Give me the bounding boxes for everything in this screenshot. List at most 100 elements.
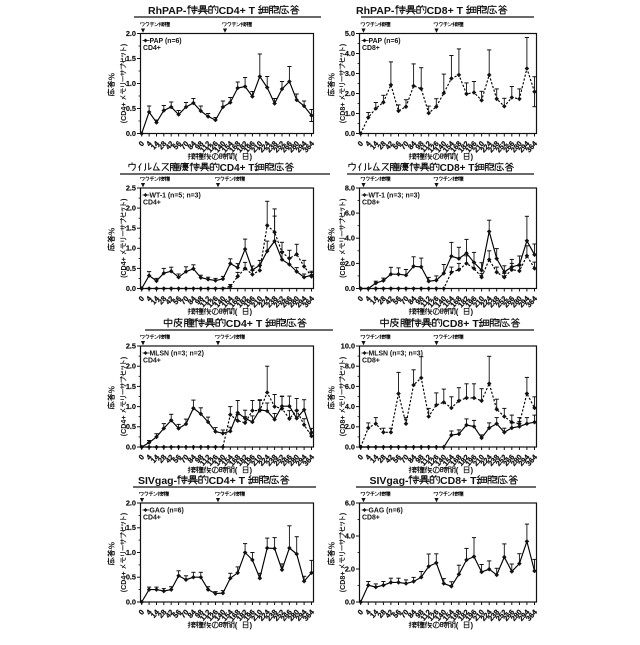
- svg-text:): ): [249, 153, 252, 162]
- svg-text:0.0: 0.0: [345, 129, 355, 138]
- svg-text:): ): [470, 308, 473, 317]
- svg-text:1.5: 1.5: [126, 224, 136, 233]
- svg-text:0: 0: [356, 608, 365, 617]
- svg-text:): ): [339, 512, 347, 515]
- svg-text:1.0: 1.0: [126, 402, 136, 411]
- svg-text:2.0: 2.0: [126, 498, 136, 507]
- svg-text:RhPAP-: RhPAP-: [356, 5, 395, 17]
- svg-text:0.0: 0.0: [126, 129, 136, 138]
- svg-text:0: 0: [356, 294, 365, 303]
- svg-text:6.0: 6.0: [345, 498, 355, 507]
- svg-text:(: (: [235, 308, 238, 317]
- svg-text:CD4+ T: CD4+ T: [219, 5, 256, 17]
- svg-text:(: (: [456, 153, 459, 162]
- svg-text:(CD8+: (CD8+: [339, 103, 347, 124]
- svg-text:(: (: [456, 308, 459, 317]
- svg-text:(CD4+: (CD4+: [120, 103, 128, 124]
- svg-text:): ): [470, 621, 473, 630]
- svg-text:SIVgag-: SIVgag-: [138, 475, 178, 487]
- svg-text:WT-1 (n=5; n=3): WT-1 (n=5; n=3): [150, 192, 201, 199]
- svg-text:): ): [339, 198, 347, 201]
- svg-text:2.0: 2.0: [345, 89, 355, 98]
- svg-text:0.0: 0.0: [345, 442, 355, 451]
- svg-text:CD4+ T: CD4+ T: [226, 318, 263, 330]
- svg-text:10.0: 10.0: [341, 341, 355, 350]
- svg-text:2.0: 2.0: [345, 564, 355, 573]
- svg-text:): ): [249, 621, 252, 630]
- svg-text:): ): [249, 466, 252, 475]
- svg-text:%: %: [327, 73, 336, 80]
- svg-text:CD4+: CD4+: [143, 358, 161, 365]
- svg-text:%: %: [107, 542, 116, 549]
- svg-text:1.5: 1.5: [126, 382, 136, 391]
- svg-text:2.0: 2.0: [345, 259, 355, 268]
- svg-text:4: 4: [144, 607, 154, 617]
- svg-text:4: 4: [144, 294, 154, 304]
- svg-text:): ): [339, 43, 347, 46]
- svg-text:CD4+ T: CD4+ T: [220, 163, 255, 174]
- svg-text:(CD8+: (CD8+: [339, 257, 347, 278]
- svg-text:3.0: 3.0: [345, 69, 355, 78]
- svg-text:): ): [249, 308, 252, 317]
- svg-text:2.0: 2.0: [126, 204, 136, 213]
- svg-text:2.5: 2.5: [126, 183, 136, 192]
- svg-text:CD8+ T: CD8+ T: [442, 318, 479, 330]
- svg-text:1.5: 1.5: [126, 523, 136, 532]
- svg-text:CD8+: CD8+: [362, 515, 380, 522]
- svg-text:0: 0: [137, 294, 146, 303]
- svg-text:1.5: 1.5: [126, 54, 136, 63]
- svg-text:(: (: [235, 621, 238, 630]
- svg-text:%: %: [327, 386, 336, 393]
- svg-text:CD8+: CD8+: [362, 45, 380, 52]
- svg-text:(: (: [235, 153, 238, 162]
- svg-text:(CD8+: (CD8+: [339, 416, 347, 437]
- svg-text:0.5: 0.5: [126, 422, 136, 431]
- svg-text:): ): [120, 512, 128, 515]
- svg-text:8.0: 8.0: [345, 362, 355, 371]
- svg-text:6.0: 6.0: [345, 382, 355, 391]
- svg-text:5.0: 5.0: [345, 29, 355, 38]
- svg-text:0.5: 0.5: [126, 264, 136, 273]
- svg-text:(CD4+: (CD4+: [120, 416, 128, 437]
- svg-text:): ): [470, 153, 473, 162]
- svg-text:0.0: 0.0: [126, 284, 136, 293]
- svg-text:SIVgag-: SIVgag-: [369, 475, 409, 487]
- svg-text:(CD8+: (CD8+: [339, 572, 347, 593]
- svg-text:6.0: 6.0: [345, 209, 355, 218]
- svg-text:2.0: 2.0: [126, 29, 136, 38]
- svg-text:0.0: 0.0: [126, 597, 136, 606]
- svg-text:1.0: 1.0: [126, 79, 136, 88]
- svg-text:0.5: 0.5: [126, 104, 136, 113]
- svg-text:WT-1 (n=3; n=3): WT-1 (n=3; n=3): [369, 192, 420, 199]
- svg-text:): ): [120, 198, 128, 201]
- svg-text:): ): [470, 466, 473, 475]
- svg-text:(: (: [456, 466, 459, 475]
- svg-text:0: 0: [137, 139, 146, 148]
- svg-text:2.0: 2.0: [126, 362, 136, 371]
- svg-text:%: %: [327, 228, 336, 235]
- svg-text:2.5: 2.5: [126, 341, 136, 350]
- svg-text:4: 4: [144, 139, 154, 149]
- svg-text:4: 4: [363, 607, 373, 617]
- svg-text:4: 4: [363, 452, 373, 462]
- svg-text:%: %: [107, 228, 116, 235]
- svg-text:MLSN (n=3; n=3): MLSN (n=3; n=3): [369, 350, 423, 357]
- svg-text:%: %: [327, 542, 336, 549]
- svg-text:): ): [120, 43, 128, 46]
- svg-text:%: %: [107, 386, 116, 393]
- svg-text:0: 0: [137, 453, 146, 462]
- svg-text:MLSN (n=3; n=2): MLSN (n=3; n=2): [150, 350, 204, 357]
- svg-text:%: %: [107, 73, 116, 80]
- svg-text:CD4+: CD4+: [143, 515, 161, 522]
- svg-text:1.0: 1.0: [126, 244, 136, 253]
- svg-text:1.0: 1.0: [345, 109, 355, 118]
- svg-text:CD8+: CD8+: [362, 200, 380, 207]
- svg-text:PAP (n=6): PAP (n=6): [369, 38, 401, 45]
- svg-text:CD8+ T: CD8+ T: [427, 5, 464, 17]
- svg-text:0: 0: [137, 608, 146, 617]
- svg-text:PAP (n=6): PAP (n=6): [150, 38, 182, 45]
- svg-text:CD4+: CD4+: [143, 200, 161, 207]
- svg-text:4.0: 4.0: [345, 402, 355, 411]
- svg-text:CD4+: CD4+: [143, 45, 161, 52]
- svg-text:): ): [339, 356, 347, 359]
